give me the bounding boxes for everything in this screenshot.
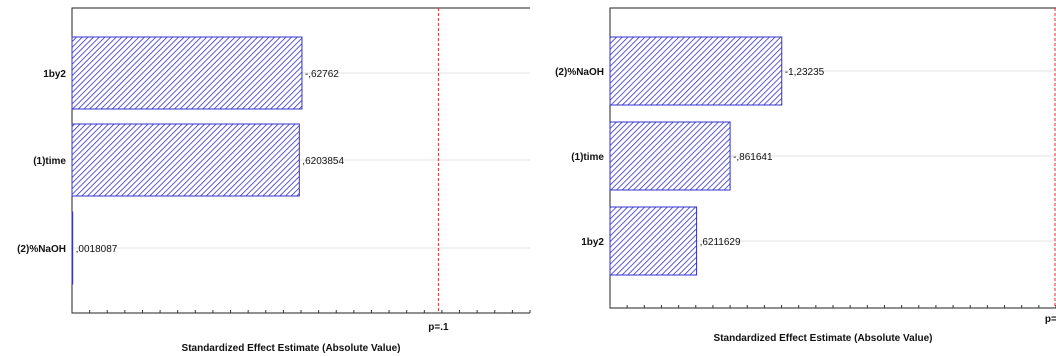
left-bar-0 (71, 36, 303, 110)
right-value-label: ,6211629 (700, 237, 741, 248)
right-critical-label: p=.1 (1045, 314, 1056, 325)
left-value-label: ,6203854 (302, 156, 344, 167)
pareto-chart-right: (2)%NaOH -1,23235 (1)time -,861641 1by2 ,6211… (540, 0, 1056, 356)
right-x-axis-title: Standardized Effect Estimate (Absolute V… (714, 333, 933, 344)
right-bar-2 (609, 206, 698, 276)
left-bar-1 (71, 123, 300, 197)
left-bar-2 (71, 211, 74, 285)
left-category-label: (1)time (33, 156, 66, 167)
pareto-chart-right-svg: (2)%NaOH -1,23235 (1)time -,861641 1by2 ,6211… (555, 7, 1056, 344)
left-value-label: -,62762 (305, 69, 339, 80)
left-category-label: 1by2 (43, 69, 66, 80)
left-x-axis-title: Standardized Effect Estimate (Absolute V… (182, 343, 401, 354)
right-bar-0 (609, 36, 783, 106)
left-value-label: ,0018087 (76, 244, 118, 255)
right-value-label: -,861641 (733, 152, 773, 163)
right-bar-1 (609, 121, 731, 191)
pareto-chart-left-svg: 1by2 -,62762 (1)time ,6203854 (2)%NaOH ,00180… (17, 7, 531, 354)
pareto-chart-left: 1by2 -,62762 (1)time ,6203854 (2)%NaOH ,00180… (17, 7, 531, 354)
right-category-label: (1)time (571, 152, 604, 163)
right-category-label: 1by2 (581, 237, 604, 248)
right-value-label: -1,23235 (785, 67, 825, 78)
right-category-label: (2)%NaOH (555, 67, 604, 78)
left-critical-label: p=.1 (428, 322, 449, 333)
left-category-label: (2)%NaOH (17, 244, 66, 255)
